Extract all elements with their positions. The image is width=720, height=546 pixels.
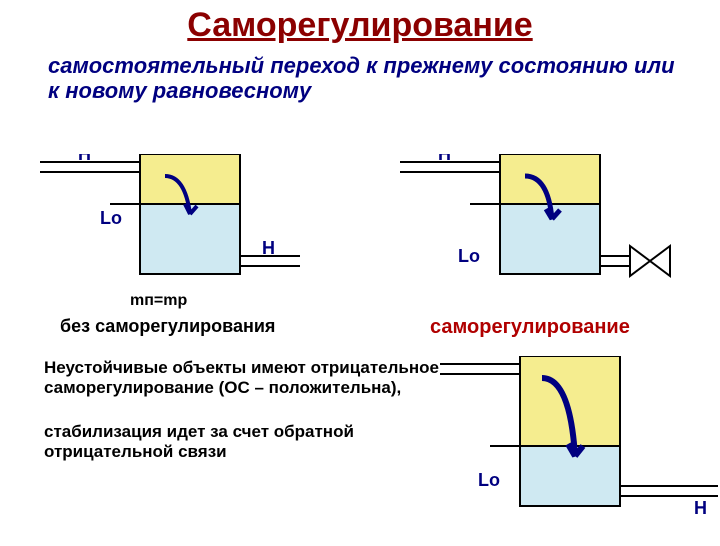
note-stabilization: стабилизация идет за счет обратной отриц… [44, 422, 384, 463]
label-h-in: Н [78, 154, 91, 164]
page-subtitle: самостоятельный переход к прежнему состо… [48, 53, 690, 104]
caption-no-selfreg: без саморегулирования [60, 316, 275, 337]
page-title: Саморегулирование [0, 6, 720, 45]
diagram-no-selfreg: Н Lo Н [40, 154, 300, 294]
formula-mnmp: mп=mр [130, 292, 187, 310]
label-lo: Lo [458, 246, 480, 266]
label-h-in: Н [438, 154, 451, 164]
label-h-out: Н [694, 498, 707, 518]
caption-selfreg: саморегулирование [430, 316, 630, 339]
note-unstable: Неустойчивые объекты имеют отрицательное… [44, 358, 464, 399]
label-h-out: Н [262, 238, 275, 258]
label-lo: Lo [100, 208, 122, 228]
label-lo: Lo [478, 470, 500, 490]
diagram-selfreg: Н Lo [400, 154, 690, 294]
diagram-bottom: Lo Н [440, 356, 720, 521]
